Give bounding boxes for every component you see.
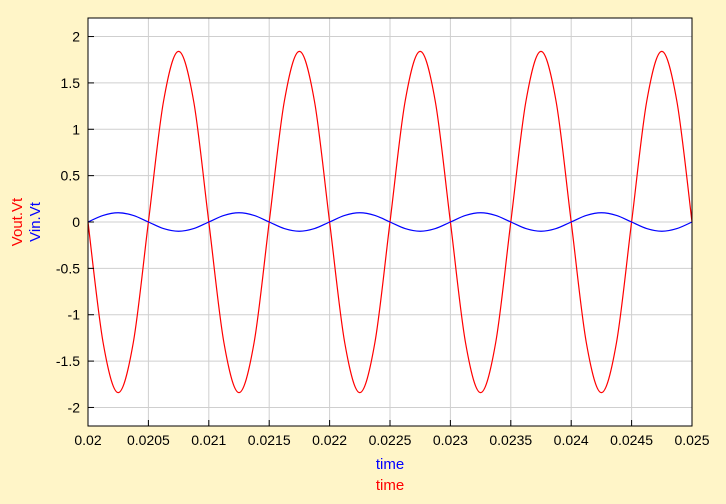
y-tick-label: -2: [68, 399, 81, 415]
x-tick-label: 0.022: [312, 432, 347, 448]
x-axis-label: time: [376, 477, 404, 494]
x-tick-label: 0.0205: [127, 432, 170, 448]
x-tick-label: 0.0245: [610, 432, 653, 448]
x-tick-label: 0.0215: [248, 432, 291, 448]
y-tick-label: -1.5: [56, 353, 80, 369]
y-tick-label: 0: [72, 214, 80, 230]
x-tick-label: 0.0225: [369, 432, 412, 448]
axis-labels: time time Vout.Vt Vin.Vt: [9, 197, 404, 494]
x-tick-label: 0.023: [433, 432, 468, 448]
y-tick-label: 0.5: [61, 168, 81, 184]
y-axis-label: Vin.Vt: [27, 201, 44, 242]
x-tick-label: 0.025: [674, 432, 709, 448]
y-tick-label: 2: [72, 29, 80, 45]
x-tick-label: 0.021: [191, 432, 226, 448]
x-tick-label: 0.0235: [489, 432, 532, 448]
ticks: 0.02 0.0205 0.021 0.0215 0.022 0.0225 0.023 0.0…: [56, 29, 710, 448]
y-axis-label: Vout.Vt: [9, 197, 26, 246]
x-tick-label: 0.024: [554, 432, 589, 448]
series-line-vin-vt: [87, 212, 693, 232]
x-tick-label: 0.02: [74, 432, 101, 448]
x-axis-label: time: [376, 456, 404, 473]
y-tick-label: 1: [72, 121, 80, 137]
y-tick-label: -1: [68, 307, 81, 323]
series-layer: [87, 50, 693, 394]
y-tick-label: 1.5: [61, 75, 81, 91]
y-tick-label: -0.5: [56, 260, 80, 276]
